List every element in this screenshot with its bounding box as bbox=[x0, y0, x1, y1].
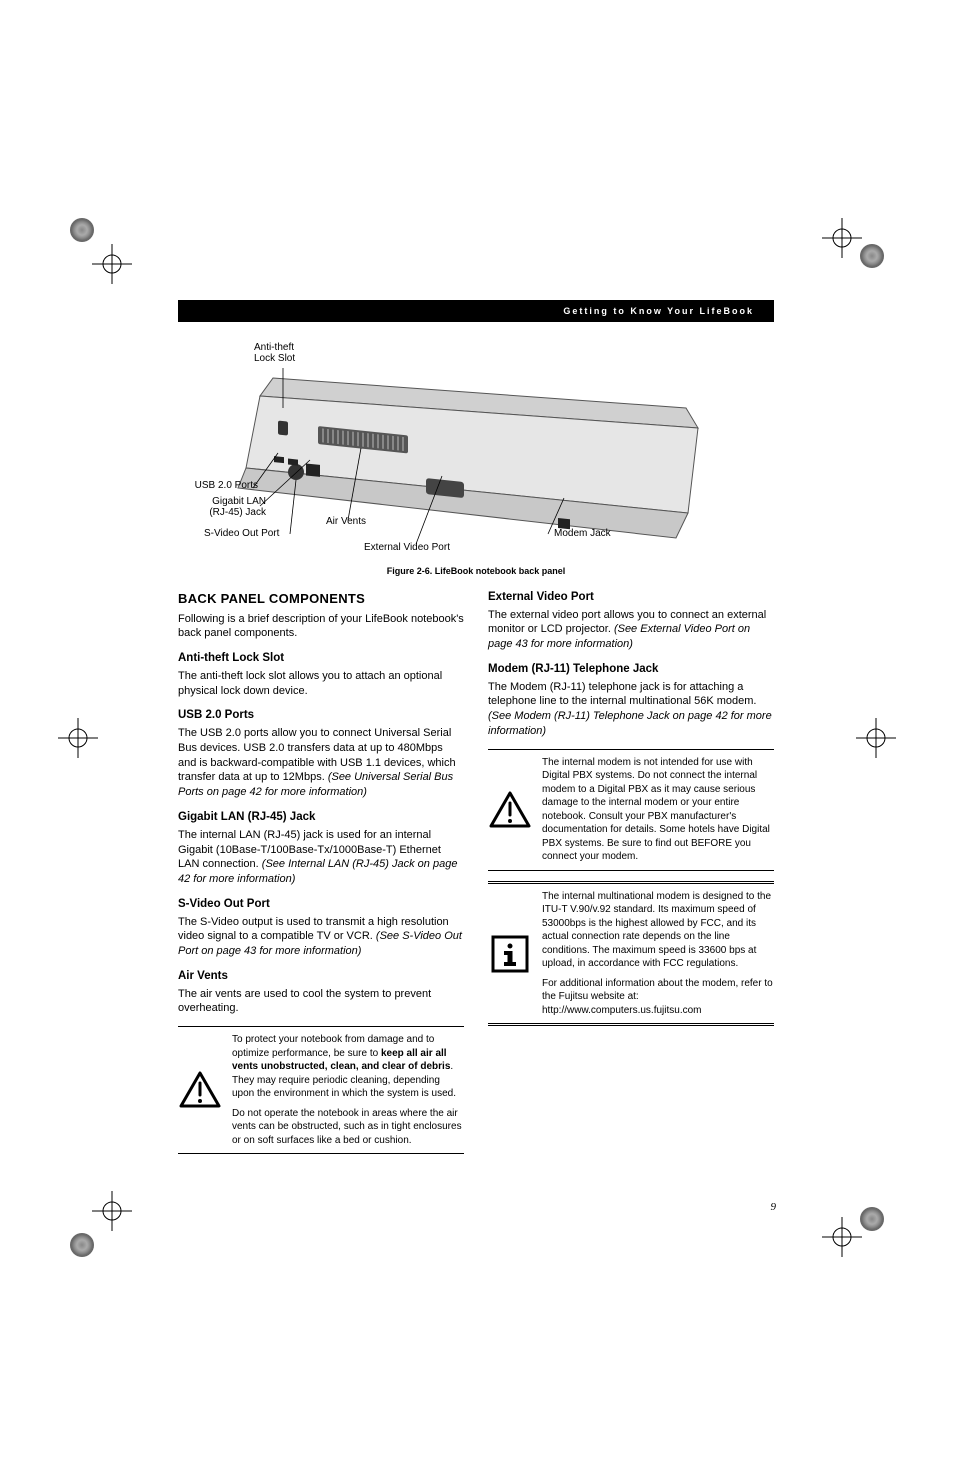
right-column: External Video Port The external video p… bbox=[488, 590, 774, 1154]
info-icon bbox=[488, 934, 532, 974]
print-ring-bl bbox=[70, 1233, 94, 1257]
lan-heading: Gigabit LAN (RJ-45) Jack bbox=[178, 810, 464, 826]
print-cross-tr bbox=[822, 218, 862, 258]
caution-icon bbox=[488, 791, 532, 829]
lan-text: The internal LAN (RJ-45) jack is used fo… bbox=[178, 828, 464, 887]
warning-text: To protect your notebook from damage and… bbox=[232, 1033, 464, 1147]
label-anti-theft: Anti-theft Lock Slot bbox=[254, 342, 295, 364]
extvideo-text: The external video port allows you to co… bbox=[488, 608, 774, 653]
svideo-text: The S-Video output is used to transmit a… bbox=[178, 915, 464, 960]
air-vents-warning-box: To protect your notebook from damage and… bbox=[178, 1026, 464, 1154]
caution-text: The internal modem is not intended for u… bbox=[542, 756, 774, 864]
intro-text: Following is a brief description of your… bbox=[178, 612, 464, 642]
modem-text: The Modem (RJ-11) telephone jack is for … bbox=[488, 680, 774, 739]
airvents-heading: Air Vents bbox=[178, 969, 464, 985]
content-columns: BACK PANEL COMPONENTS Following is a bri… bbox=[178, 590, 774, 1154]
airvents-text: The air vents are used to cool the syste… bbox=[178, 987, 464, 1017]
usb-heading: USB 2.0 Ports bbox=[178, 708, 464, 724]
usb-text: The USB 2.0 ports allow you to connect U… bbox=[178, 726, 464, 800]
print-cross-ml bbox=[58, 718, 98, 758]
label-airvents: Air Vents bbox=[326, 516, 366, 527]
modem-caution-box: The internal modem is not intended for u… bbox=[488, 749, 774, 871]
label-extvideo: External Video Port bbox=[364, 542, 450, 553]
label-modem: Modem Jack bbox=[554, 528, 611, 539]
header-title: Getting to Know Your LifeBook bbox=[563, 306, 754, 316]
print-cross-tl bbox=[92, 244, 132, 284]
header-bar: Getting to Know Your LifeBook bbox=[178, 300, 774, 322]
print-ring-br bbox=[860, 1207, 884, 1231]
anti-theft-heading: Anti-theft Lock Slot bbox=[178, 651, 464, 667]
print-cross-mr bbox=[856, 718, 896, 758]
extvideo-heading: External Video Port bbox=[488, 590, 774, 606]
page-number: 9 bbox=[771, 1201, 777, 1213]
back-panel-diagram: Anti-theft Lock Slot USB 2.0 Ports Gigab… bbox=[178, 338, 774, 566]
print-cross-bl bbox=[92, 1191, 132, 1231]
label-usb: USB 2.0 Ports bbox=[188, 480, 258, 491]
modem-heading: Modem (RJ-11) Telephone Jack bbox=[488, 662, 774, 678]
print-ring-tl bbox=[70, 218, 94, 242]
modem-info-box: The internal multinational modem is desi… bbox=[488, 881, 774, 1027]
label-lan: Gigabit LAN (RJ-45) Jack bbox=[196, 496, 266, 518]
print-ring-tr bbox=[860, 244, 884, 268]
left-column: BACK PANEL COMPONENTS Following is a bri… bbox=[178, 590, 464, 1154]
label-svideo: S-Video Out Port bbox=[204, 528, 279, 539]
print-cross-br bbox=[822, 1217, 862, 1257]
diagram-caption: Figure 2-6. LifeBook notebook back panel bbox=[178, 566, 774, 576]
section-heading: BACK PANEL COMPONENTS bbox=[178, 590, 464, 608]
svideo-heading: S-Video Out Port bbox=[178, 897, 464, 913]
anti-theft-text: The anti-theft lock slot allows you to a… bbox=[178, 669, 464, 699]
warning-icon bbox=[178, 1071, 222, 1109]
info-text: The internal multinational modem is desi… bbox=[542, 890, 774, 1018]
